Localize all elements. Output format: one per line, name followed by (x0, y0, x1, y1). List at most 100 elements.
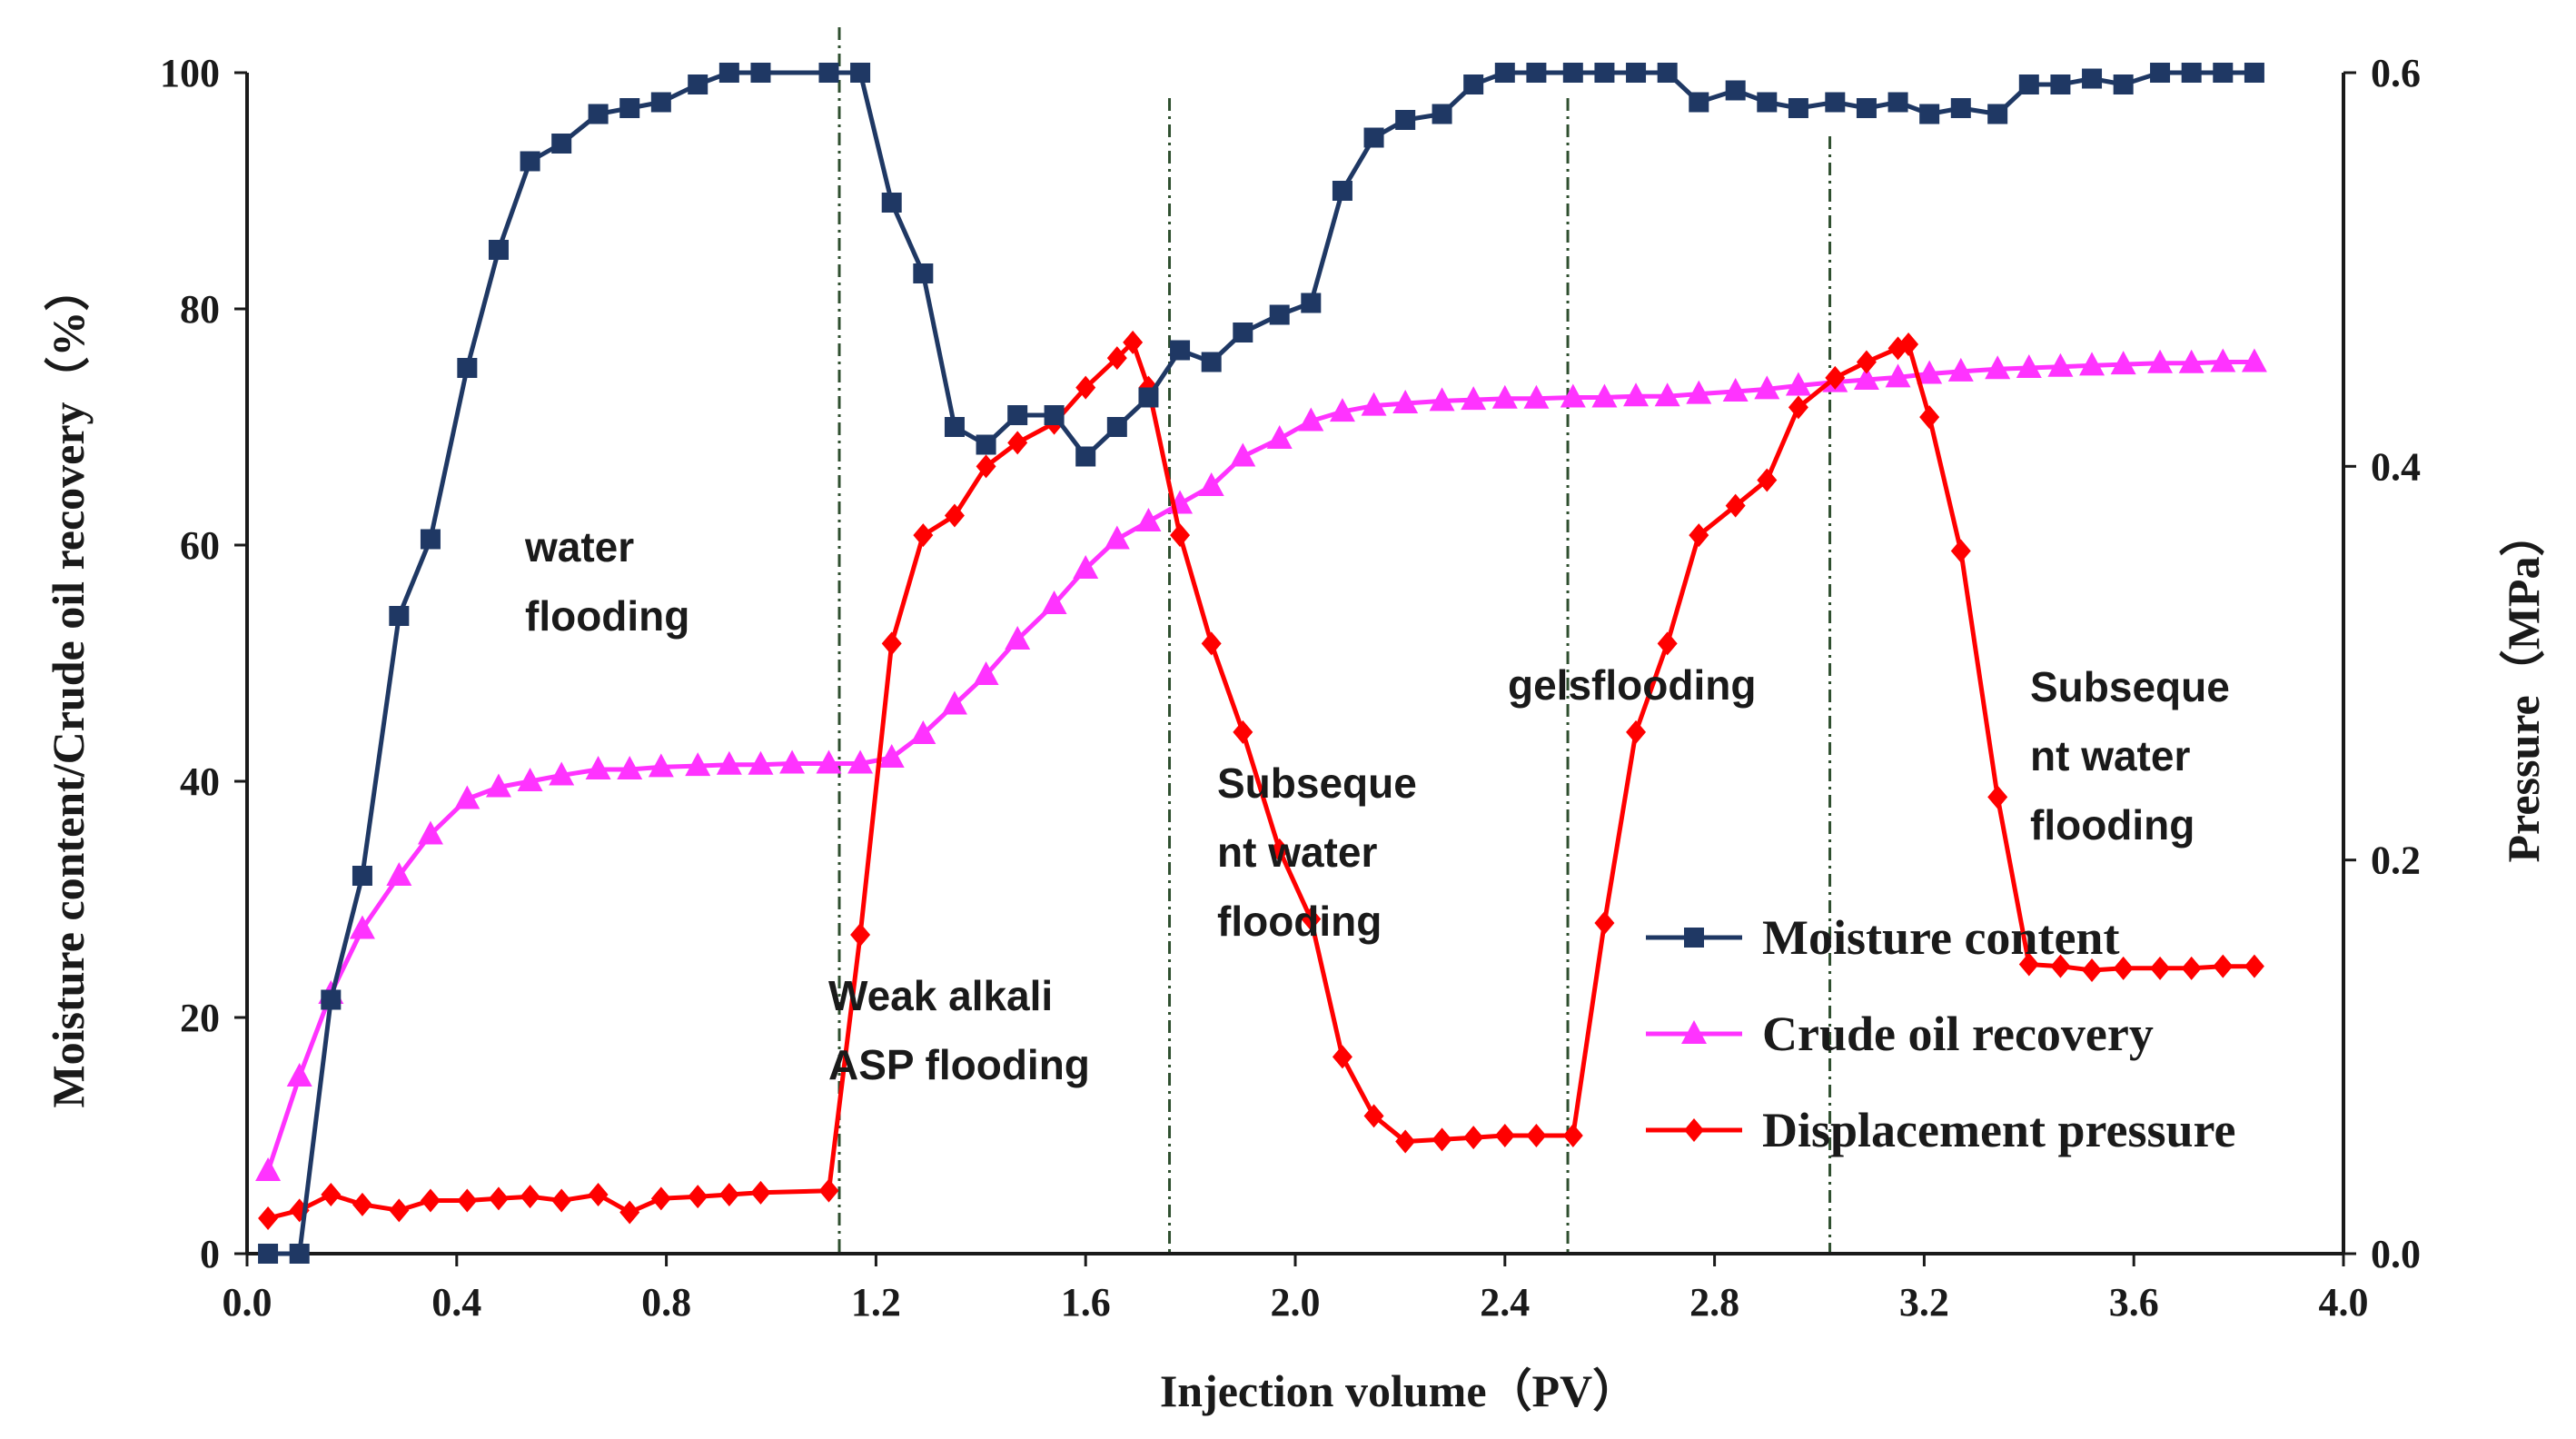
phase-annotation-line: flooding (2030, 801, 2195, 849)
series-recovery (255, 348, 2267, 1181)
moisture-point (2018, 74, 2039, 94)
moisture-point (551, 134, 572, 154)
recovery-point (648, 753, 674, 778)
phase-annotation-line: flooding (525, 592, 689, 640)
pressure-point (1825, 365, 1846, 390)
pressure-point (2150, 956, 2171, 980)
y-left-axis-title: Moisture content/Crude oil recovery（%） (43, 265, 94, 1107)
moisture-point (1689, 92, 1709, 113)
recovery-point (1329, 398, 1355, 422)
phase-annotation-line: water (524, 523, 634, 571)
series-group (255, 63, 2267, 1264)
moisture-point (1075, 446, 1096, 467)
moisture-point (2213, 63, 2234, 83)
moisture-point (1363, 127, 1384, 148)
pressure-point (352, 1192, 372, 1216)
pressure-point (1788, 395, 1808, 420)
legend-item-pressure: Displacement pressure (1646, 1103, 2235, 1157)
phase-annotations: water flooding Weak alkali ASP flooding Subs… (524, 523, 2230, 1088)
moisture-point (321, 989, 342, 1010)
pressure-point (2213, 954, 2234, 978)
y-left-tick-label: 60 (180, 523, 220, 568)
recovery-point (417, 820, 443, 845)
legend-label: Moisture content (1762, 910, 2119, 965)
recovery-point (2147, 349, 2174, 373)
y-left-tick-label: 0 (200, 1232, 220, 1276)
phase-annotation-line: gelsflooding (1508, 661, 1756, 709)
pressure-point (913, 523, 934, 548)
moisture-point (718, 63, 739, 83)
moisture-point (2082, 68, 2103, 89)
legend-marker (1681, 1020, 1707, 1044)
phase-annotation-4: Subseque nt water flooding (2030, 663, 2230, 849)
series-pressure (258, 330, 2264, 1230)
recovery-point (1947, 357, 1974, 382)
pressure-point (1123, 330, 1144, 354)
recovery-point (585, 756, 611, 779)
moisture-point (1725, 80, 1746, 101)
moisture-point (1494, 63, 1515, 83)
moisture-point (1269, 304, 1290, 325)
phase-annotation-line: flooding (1217, 898, 1382, 945)
moisture-point (2181, 63, 2202, 83)
pressure-point (2113, 956, 2134, 980)
recovery-point (1785, 372, 1811, 396)
pressure-point (1526, 1124, 1547, 1147)
moisture-point (1856, 98, 1877, 118)
x-tick-label: 3.6 (2109, 1280, 2159, 1325)
pressure-point (2244, 954, 2264, 978)
recovery-point (454, 785, 481, 809)
x-tick-label: 4.0 (2319, 1280, 2369, 1325)
y-right-tick-label: 0.2 (2371, 839, 2421, 883)
pressure-point (1987, 785, 2008, 809)
recovery-point (2210, 348, 2236, 372)
recovery-point (1392, 390, 1419, 413)
recovery-point (1885, 363, 1911, 388)
pressure-point (650, 1186, 671, 1211)
legend-item-recovery: Crude oil recovery (1646, 1007, 2154, 1061)
recovery-point (1491, 384, 1518, 409)
moisture-point (457, 358, 478, 378)
recovery-point (1135, 508, 1162, 531)
legend-item-moisture: Moisture content (1646, 910, 2119, 965)
moisture-point (619, 98, 640, 118)
pressure-point (2181, 956, 2202, 980)
pressure-point (1332, 1045, 1352, 1069)
recovery-point (1623, 382, 1650, 407)
recovery-point (1198, 472, 1224, 496)
moisture-point (818, 63, 839, 83)
moisture-point (1887, 92, 1908, 113)
pressure-point (2082, 958, 2103, 982)
legend: Moisture content Crude oil recovery Displa… (1646, 910, 2235, 1157)
moisture-point (1007, 405, 1028, 425)
recovery-point (1722, 378, 1749, 402)
phase-dividers (837, 27, 1832, 1254)
moisture-point (650, 92, 671, 113)
pressure-point (1075, 375, 1096, 400)
moisture-point (520, 151, 540, 172)
series-moisture (258, 63, 2264, 1264)
tick-labels: 0.0 0.4 0.8 1.2 1.6 2.0 2.4 2.8 3.2 3.6 4.0 0 20 40 60… (160, 51, 2421, 1325)
legend-label: Crude oil recovery (1762, 1007, 2154, 1061)
recovery-point (1429, 387, 1455, 412)
recovery-point (941, 690, 967, 715)
recovery-point (1041, 590, 1067, 614)
y-left-tick-label: 40 (180, 759, 220, 804)
moisture-line (268, 70, 2254, 1256)
moisture-point (352, 866, 372, 886)
pressure-point (1919, 405, 1940, 430)
recovery-point (2178, 349, 2204, 373)
x-tick-label: 1.2 (851, 1280, 901, 1325)
pressure-point (1950, 539, 1971, 563)
recovery-point (910, 720, 936, 744)
moisture-point (1825, 92, 1846, 113)
recovery-point (2016, 354, 2042, 378)
phase-annotation-line: ASP flooding (828, 1041, 1090, 1088)
moisture-point (1432, 104, 1452, 124)
pressure-point (1301, 907, 1322, 931)
moisture-point (389, 606, 410, 626)
moisture-point (1138, 387, 1159, 408)
recovery-point (255, 1157, 282, 1181)
pressure-point (1463, 1126, 1484, 1150)
pressure-point (1363, 1104, 1384, 1128)
